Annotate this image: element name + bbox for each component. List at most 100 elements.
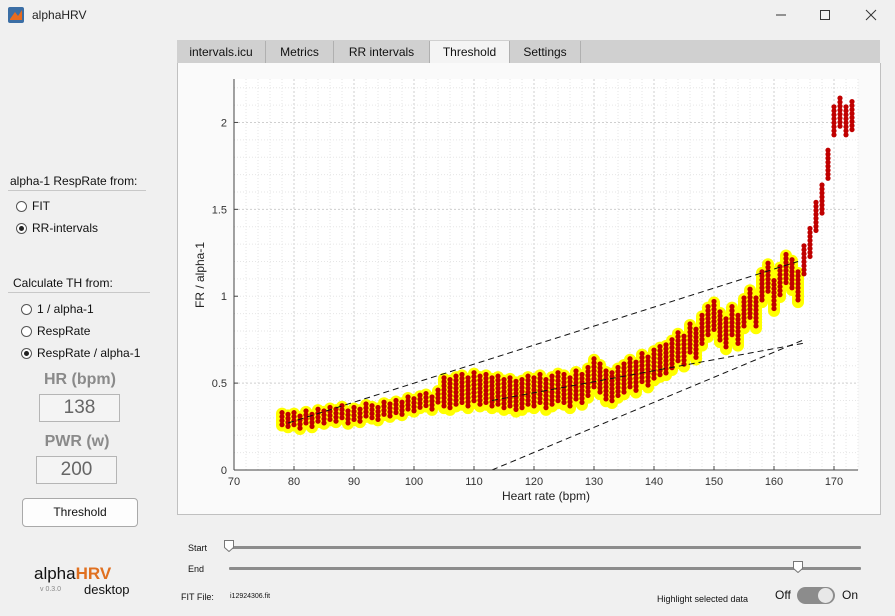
- data-point: [507, 403, 513, 409]
- data-point: [723, 328, 729, 334]
- data-point: [477, 389, 483, 395]
- data-point: [723, 316, 729, 322]
- radio-fit[interactable]: FIT: [16, 199, 50, 213]
- data-point: [717, 325, 723, 331]
- y-tick-label: 1.5: [212, 204, 227, 216]
- data-point: [711, 318, 717, 325]
- data-point: [441, 375, 447, 381]
- data-point: [825, 175, 831, 181]
- data-point: [627, 376, 633, 382]
- data-point: [495, 373, 501, 379]
- data-point: [285, 419, 291, 425]
- data-point: [453, 381, 459, 387]
- data-point: [525, 381, 531, 387]
- start-slider-track[interactable]: [229, 546, 861, 549]
- data-point: [615, 380, 621, 387]
- data-point: [795, 285, 801, 291]
- data-point: [561, 391, 567, 398]
- data-point: [459, 375, 465, 382]
- data-point: [537, 379, 543, 386]
- data-point: [723, 340, 729, 346]
- tab-threshold[interactable]: Threshold: [430, 41, 510, 65]
- data-point: [681, 349, 687, 355]
- tab-settings[interactable]: Settings: [510, 41, 581, 63]
- data-point: [717, 333, 723, 339]
- data-point: [519, 397, 525, 403]
- data-point: [759, 285, 765, 291]
- data-point: [681, 337, 687, 343]
- highlight-toggle[interactable]: [797, 587, 835, 604]
- data-point: [657, 348, 663, 354]
- threshold-scatter-chart[interactable]: 70 80 90 100 110 120 130 140 150 160 17000.511.52 …: [177, 63, 879, 514]
- data-point: [819, 190, 825, 196]
- data-point: [453, 389, 459, 395]
- tab-rr-intervals[interactable]: RR intervals: [334, 41, 430, 63]
- data-point: [843, 132, 849, 138]
- start-slider-handle[interactable]: [224, 540, 234, 552]
- data-point: [489, 383, 495, 389]
- data-point: [729, 304, 735, 310]
- data-point: [309, 419, 315, 425]
- data-point: [633, 367, 639, 373]
- data-point: [711, 326, 717, 333]
- tab-intervals-icu[interactable]: intervals.icu: [177, 41, 266, 63]
- data-point: [807, 229, 813, 236]
- data-point: [705, 312, 711, 318]
- data-point: [687, 329, 693, 335]
- data-point: [423, 402, 429, 409]
- data-point: [735, 324, 741, 330]
- end-slider-track[interactable]: [229, 567, 861, 570]
- data-point: [501, 381, 507, 387]
- data-point: [795, 273, 801, 279]
- data-point: [597, 365, 603, 371]
- data-point: [699, 336, 705, 342]
- data-point: [729, 320, 735, 326]
- data-point: [399, 411, 405, 417]
- data-point: [747, 294, 753, 300]
- data-point: [549, 401, 555, 407]
- data-point: [639, 354, 645, 361]
- radio-inverse-alpha1[interactable]: 1 / alpha-1: [21, 302, 94, 316]
- tab-metrics[interactable]: Metrics: [266, 41, 334, 63]
- data-point: [405, 394, 411, 400]
- y-axis-label: FR / alpha-1: [193, 242, 207, 308]
- minimize-button[interactable]: [758, 0, 804, 30]
- data-point: [645, 354, 651, 360]
- data-point: [705, 304, 711, 310]
- threshold-button[interactable]: Threshold: [22, 498, 138, 527]
- data-point: [603, 388, 609, 394]
- data-point: [585, 392, 591, 399]
- radio-resprate-per-alpha1[interactable]: RespRate / alpha-1: [21, 346, 140, 360]
- data-point: [669, 349, 675, 355]
- close-button[interactable]: [848, 0, 894, 30]
- data-point: [771, 305, 777, 312]
- radio-button-icon: [21, 325, 32, 337]
- data-point: [555, 390, 561, 396]
- end-slider-handle[interactable]: [792, 561, 803, 573]
- data-point: [519, 381, 525, 387]
- data-point: [309, 415, 315, 421]
- minimize-icon: [776, 14, 786, 16]
- data-point: [591, 368, 597, 374]
- data-point: [807, 249, 813, 256]
- data-point: [579, 391, 585, 398]
- data-point: [771, 297, 777, 304]
- data-point: [597, 369, 603, 375]
- data-point: [813, 223, 819, 229]
- radio-resprate[interactable]: RespRate: [21, 324, 90, 338]
- data-point: [711, 314, 717, 321]
- data-point: [795, 281, 801, 287]
- data-point: [801, 259, 807, 265]
- data-point: [675, 334, 681, 340]
- data-point: [663, 362, 669, 368]
- maximize-button[interactable]: [802, 0, 848, 30]
- data-point: [375, 404, 381, 411]
- radio-rr-intervals[interactable]: RR-intervals: [16, 221, 98, 235]
- data-point: [369, 415, 375, 421]
- data-point: [627, 380, 633, 386]
- data-point: [507, 383, 513, 389]
- version-text: v 0.3.0: [40, 586, 62, 593]
- data-point: [591, 364, 597, 370]
- data-point: [471, 370, 477, 376]
- data-point: [339, 411, 345, 417]
